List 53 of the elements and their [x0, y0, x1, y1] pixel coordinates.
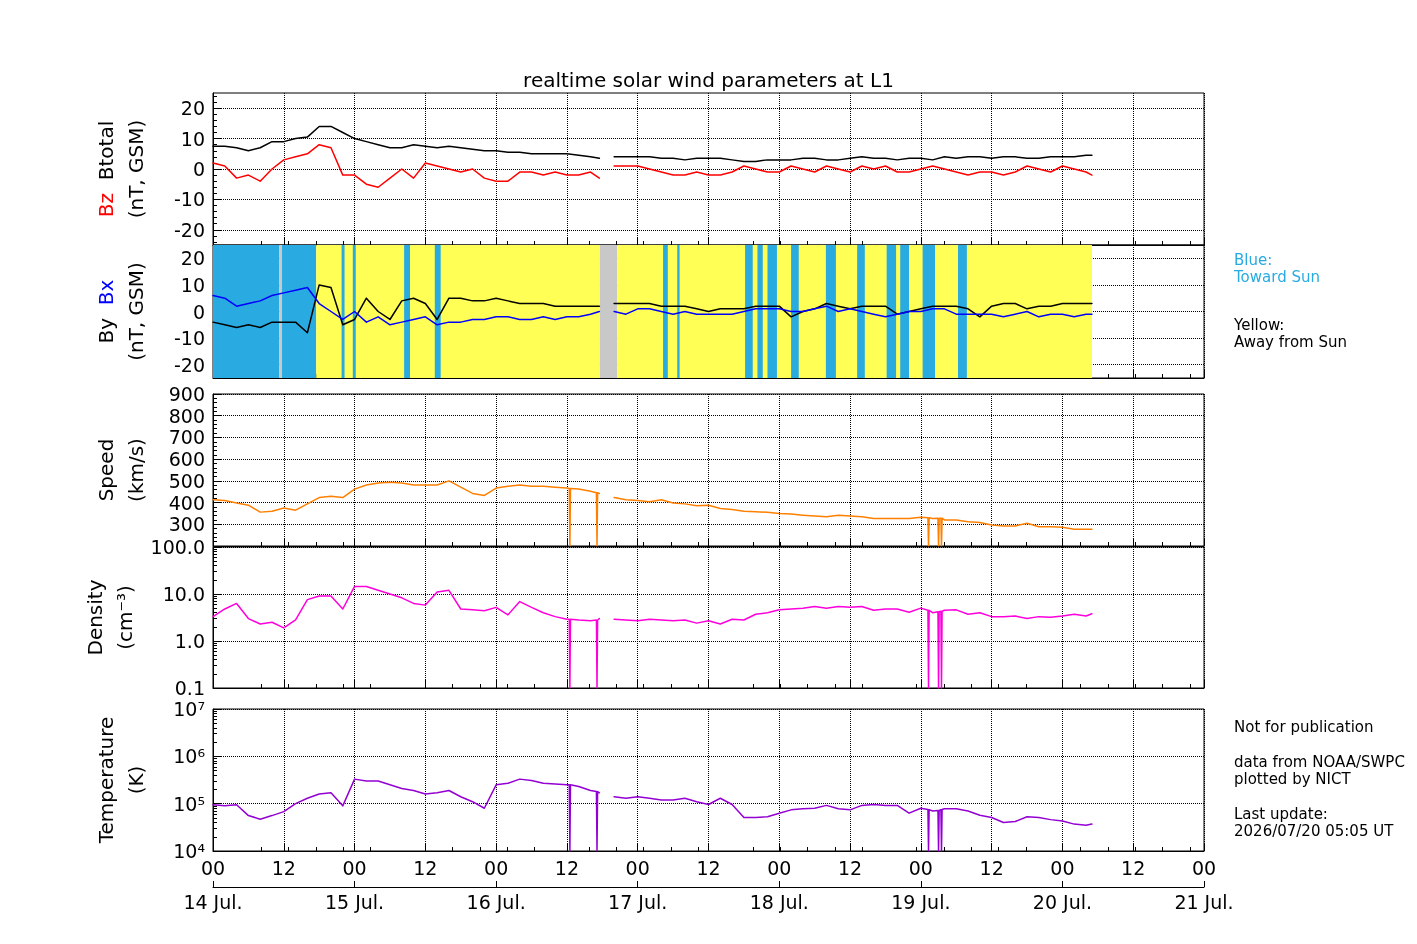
text: Yellow: Away from Sun [1233, 315, 1347, 351]
y-tick-label: 600 [168, 448, 205, 471]
y-axis-title: Density (cm⁻³) [82, 579, 137, 656]
y-tick-label: 20 [180, 247, 205, 270]
y-tick-label: -20 [173, 218, 205, 241]
chart-title: realtime solar wind parameters at L1 [523, 68, 894, 92]
y-tick-label: 20 [180, 97, 205, 120]
y-tick-label: 10 [180, 127, 205, 150]
text: data from NOAA/SWPC plotted by NICT [1234, 752, 1405, 788]
x-tick-label: 12 [554, 857, 580, 879]
text: Bx [94, 279, 118, 306]
y-axis-title: (nT, GSM) [124, 119, 148, 219]
text: Bz [94, 192, 118, 218]
y-tick-label: 500 [168, 469, 205, 492]
y-tick-label: 10⁶ [173, 745, 205, 768]
x-tick-label: 12 [1121, 857, 1146, 879]
y-tick-label: 800 [168, 404, 205, 427]
y-tick-label: 0 [192, 158, 205, 180]
text: Blue: Toward Sun [1233, 250, 1320, 286]
x-tick-label: 00 17 Jul. [608, 857, 668, 913]
y-tick-label: -10 [173, 188, 205, 211]
x-tick-label: 00 16 Jul. [466, 857, 526, 913]
x-tick-label: 12 [413, 857, 438, 879]
y-tick-label: 900 [168, 383, 205, 405]
y-tick-label: 10⁵ [173, 792, 205, 815]
x-tick-label: 12 [837, 857, 863, 879]
x-tick-label: 12 [979, 857, 1004, 879]
y-tick-label: 700 [168, 426, 205, 449]
y-axis-title: (nT, GSM) [124, 262, 148, 361]
y-tick-label: -10 [173, 327, 205, 350]
x-tick-label: 00 18 Jul. [749, 857, 809, 913]
y-axis-title: Temperature (K) [94, 716, 148, 845]
x-tick-label: 12 [271, 857, 296, 879]
text: Btotal [94, 120, 118, 181]
y-tick-label: 1.0 [174, 630, 205, 652]
y-tick-label: 300 [168, 513, 205, 536]
y-tick-label: 10⁷ [173, 698, 205, 720]
x-tick-label: 12 [696, 857, 721, 879]
x-tick-label: 00 15 Jul. [324, 857, 385, 913]
x-tick-label: 00 20 Jul. [1032, 857, 1093, 913]
y-tick-label: -20 [173, 353, 205, 376]
y-tick-label: 10 [180, 273, 205, 296]
y-tick-label: 400 [168, 491, 205, 514]
text: Not for publication [1234, 717, 1374, 736]
text: By [94, 317, 118, 344]
x-tick-label: 00 19 Jul. [891, 857, 951, 913]
y-tick-label: 10.0 [162, 583, 205, 605]
y-axis-title: Speed (km/s) [94, 438, 148, 502]
y-tick-label: 0 [192, 300, 205, 323]
y-tick-label: 100.0 [150, 536, 205, 558]
text: Last update: 2026/07/20 05:05 UT [1234, 804, 1395, 840]
x-tick-label: 00 21 Jul. [1174, 857, 1234, 913]
y-tick-label: 0.1 [174, 677, 205, 699]
